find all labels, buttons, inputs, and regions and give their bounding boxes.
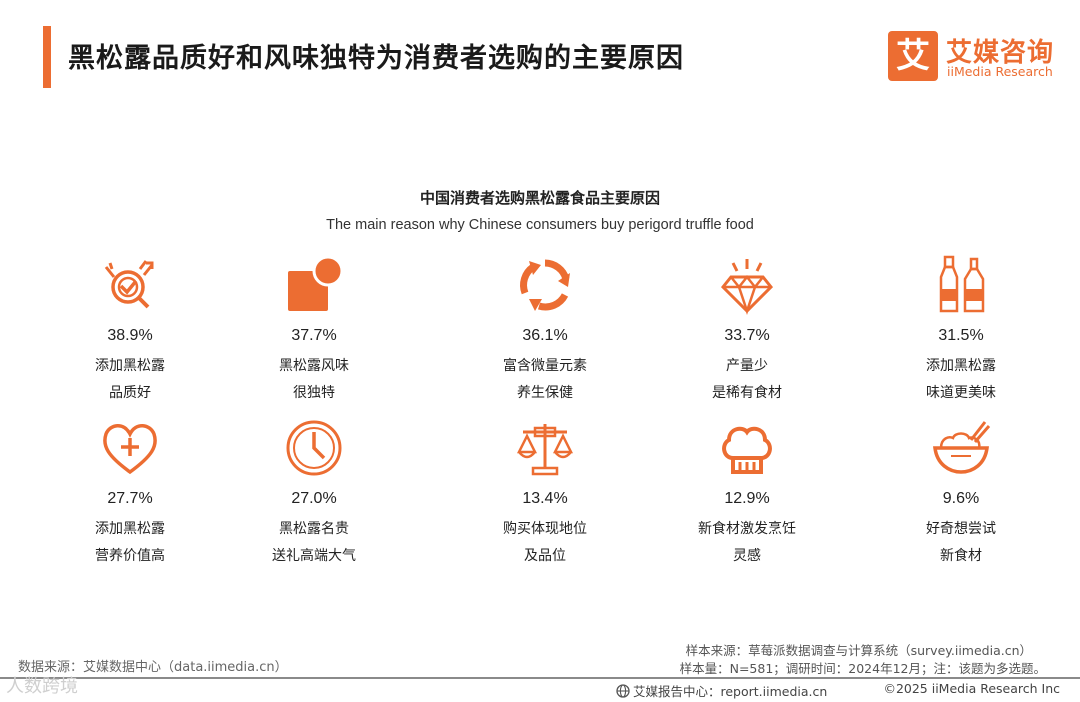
page-title: 黑松露品质好和风味独特为消费者选购的主要原因 <box>68 43 684 74</box>
reason-label-line2: 味道更美味 <box>926 385 996 401</box>
reason-label-line1: 新食材激发烹饪 <box>698 521 796 537</box>
reason-label-line1: 好奇想尝试 <box>926 521 996 537</box>
quality-check-icon <box>100 255 160 315</box>
clock-icon <box>284 418 344 478</box>
chef-hat-icon <box>717 418 777 478</box>
reason-item: 38.9% 添加黑松露品质好 <box>40 255 220 405</box>
title-accent-bar <box>43 26 51 88</box>
reason-value: 37.7% <box>291 327 337 344</box>
heart-plus-icon <box>100 418 160 478</box>
reason-item: 9.6% 好奇想尝试新食材 <box>871 418 1051 568</box>
reason-label-line2: 灵感 <box>733 548 761 564</box>
data-source: 数据来源：艾媒数据中心（data.iimedia.cn） <box>18 660 288 675</box>
sample-size: 样本量：N=581；调研时间：2024年12月；注：该题为多选题。 <box>679 661 1046 676</box>
reason-value: 36.1% <box>522 327 568 344</box>
reason-label-line2: 新食材 <box>940 548 982 564</box>
logo-cn-text: 艾媒咨询 <box>946 38 1055 68</box>
logo-en-text: iiMedia Research <box>947 64 1053 79</box>
reason-label-line1: 添加黑松露 <box>95 521 165 537</box>
recycle-icon <box>515 255 575 315</box>
reason-label-line2: 养生保健 <box>517 385 573 401</box>
shapes-icon <box>284 255 344 315</box>
reason-item: 27.7% 添加黑松露营养价值高 <box>40 418 220 568</box>
logo-mark-icon: 艾 <box>888 31 938 81</box>
diamond-icon <box>717 255 777 315</box>
reason-label-line1: 产量少 <box>726 358 768 374</box>
reason-label-line1: 黑松露名贵 <box>279 521 349 537</box>
bottles-icon <box>931 255 991 315</box>
reason-label-line1: 购买体现地位 <box>503 521 587 537</box>
reason-label-line2: 是稀有食材 <box>712 385 782 401</box>
reason-value: 33.7% <box>724 327 770 344</box>
bowl-icon <box>931 418 991 478</box>
footer-divider <box>0 677 1080 679</box>
reason-item: 33.7% 产量少是稀有食材 <box>657 255 837 405</box>
reason-value: 31.5% <box>938 327 984 344</box>
reason-label-line2: 送礼高端大气 <box>272 548 356 564</box>
reason-item: 12.9% 新食材激发烹饪 灵感 <box>657 418 837 568</box>
sample-source: 样本来源：草莓派数据调查与计算系统（survey.iimedia.cn） <box>685 643 1032 658</box>
globe-icon <box>616 684 630 698</box>
reason-value: 27.7% <box>107 490 153 507</box>
reason-value: 12.9% <box>724 490 770 507</box>
reason-label-line1: 添加黑松露 <box>926 358 996 374</box>
reason-item: 31.5% 添加黑松露味道更美味 <box>871 255 1051 405</box>
reason-label-line1: 黑松露风味 <box>279 358 349 374</box>
brand-logo[interactable]: 艾 艾媒咨询 iiMedia Research <box>888 31 1058 81</box>
reason-label-line1: 富含微量元素 <box>503 358 587 374</box>
report-center-link[interactable]: 艾媒报告中心：report.iimedia.cn <box>616 681 827 700</box>
copyright: ©2025 iiMedia Research Inc <box>883 681 1060 696</box>
reason-label-line2: 及品位 <box>524 548 566 564</box>
reason-label-line1: 添加黑松露 <box>95 358 165 374</box>
report-center-text: 艾媒报告中心：report.iimedia.cn <box>633 684 828 699</box>
scales-icon <box>515 418 575 478</box>
chart-title: 中国消费者选购黑松露食品主要原因 <box>419 189 660 207</box>
reason-value: 27.0% <box>291 490 337 507</box>
reason-label-line2: 营养价值高 <box>95 548 165 564</box>
reason-label-line2: 品质好 <box>109 385 151 401</box>
chart-subtitle: The main reason why Chinese consumers bu… <box>326 217 754 233</box>
reason-value: 13.4% <box>522 490 568 507</box>
reason-item: 36.1% 富含微量元素 养生保健 <box>455 255 635 405</box>
reason-item: 37.7% 黑松露风味很独特 <box>224 255 404 405</box>
reason-value: 9.6% <box>942 490 980 507</box>
watermark-text: 人数跨境 <box>6 676 78 697</box>
reason-value: 38.9% <box>107 327 153 344</box>
reason-item: 13.4% 购买体现地位 及品位 <box>455 418 635 568</box>
reason-item: 27.0% 黑松露名贵送礼高端大气 <box>224 418 404 568</box>
reason-label-line2: 很独特 <box>293 385 335 401</box>
